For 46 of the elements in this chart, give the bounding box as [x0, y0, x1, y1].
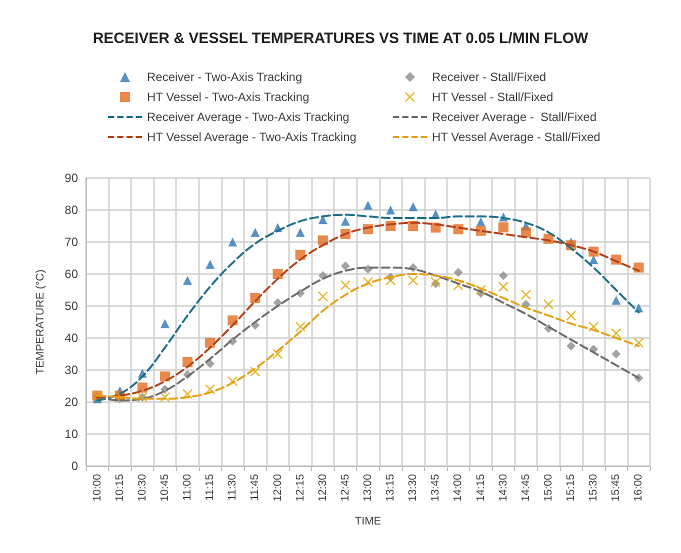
y-tick-label: 90 [64, 171, 78, 185]
x-tick-label: 10:30 [136, 474, 148, 502]
x-tick-label: 10:45 [158, 474, 171, 502]
x-tick-label: 13:15 [384, 474, 397, 502]
x-tick-label: 14:45 [520, 474, 532, 502]
x-tick-label: 12:30 [316, 474, 329, 502]
legend-label: Receiver Average - Two-Axis Tracking [147, 110, 350, 124]
legend-label: Receiver - Stall/Fixed [432, 70, 546, 84]
x-tick-label: 13:45 [430, 474, 442, 502]
y-tick-label: 70 [64, 235, 78, 249]
y-tick-label: 10 [64, 427, 78, 441]
x-tick-label: 12:45 [339, 474, 352, 502]
x-tick-label: 13:00 [362, 474, 374, 502]
y-tick-label: 50 [64, 299, 78, 313]
y-tick-label: 80 [64, 203, 78, 217]
chart-title: RECEIVER & VESSEL TEMPERATURES VS TIME AT 0.05 L/MIN FLOW [92, 30, 590, 47]
x-tick-label: 11:45 [249, 474, 262, 501]
x-tick-label: 15:00 [542, 474, 554, 502]
y-tick-label: 40 [64, 331, 78, 345]
x-tick-label: 12:00 [272, 474, 284, 502]
y-tick-label: 20 [64, 395, 78, 409]
y-tick-label: 30 [64, 363, 78, 377]
legend-label: Receiver - Two-Axis Tracking [147, 70, 302, 84]
legend-label: Receiver Average - Stall/Fixed [432, 110, 597, 124]
x-tick-label: 10:00 [91, 474, 104, 502]
y-tick-label: 0 [71, 459, 78, 473]
x-tick-label: 11:15 [204, 474, 216, 501]
y-axis-title: TEMPERATURE (°C) [34, 269, 46, 375]
x-tick-label: 16:00 [632, 474, 645, 502]
y-tick-label: 60 [64, 267, 78, 281]
legend-label: HT Vessel Average - Stall/Fixed [432, 130, 600, 144]
x-tick-label: 15:15 [565, 474, 578, 502]
x-tick-label: 11:00 [182, 474, 194, 501]
x-tick-label: 14:00 [452, 474, 464, 502]
x-tick-label: 15:30 [588, 474, 600, 502]
x-tick-label: 14:30 [497, 474, 510, 502]
x-tick-label: 15:45 [610, 474, 622, 502]
x-tick-label: 14:15 [474, 474, 487, 502]
legend-label: HT Vessel Average - Two-Axis Tracking [147, 130, 356, 144]
x-tick-label: 10:15 [114, 474, 126, 502]
x-tick-label: 13:30 [407, 474, 420, 502]
legend-label: HT Vessel - Two-Axis Tracking [147, 90, 310, 104]
x-axis-title: TIME [354, 516, 382, 528]
x-tick-label: 12:15 [294, 474, 306, 502]
legend-label: HT Vessel - Stall/Fixed [432, 90, 554, 104]
x-tick-label: 11:30 [226, 474, 239, 501]
